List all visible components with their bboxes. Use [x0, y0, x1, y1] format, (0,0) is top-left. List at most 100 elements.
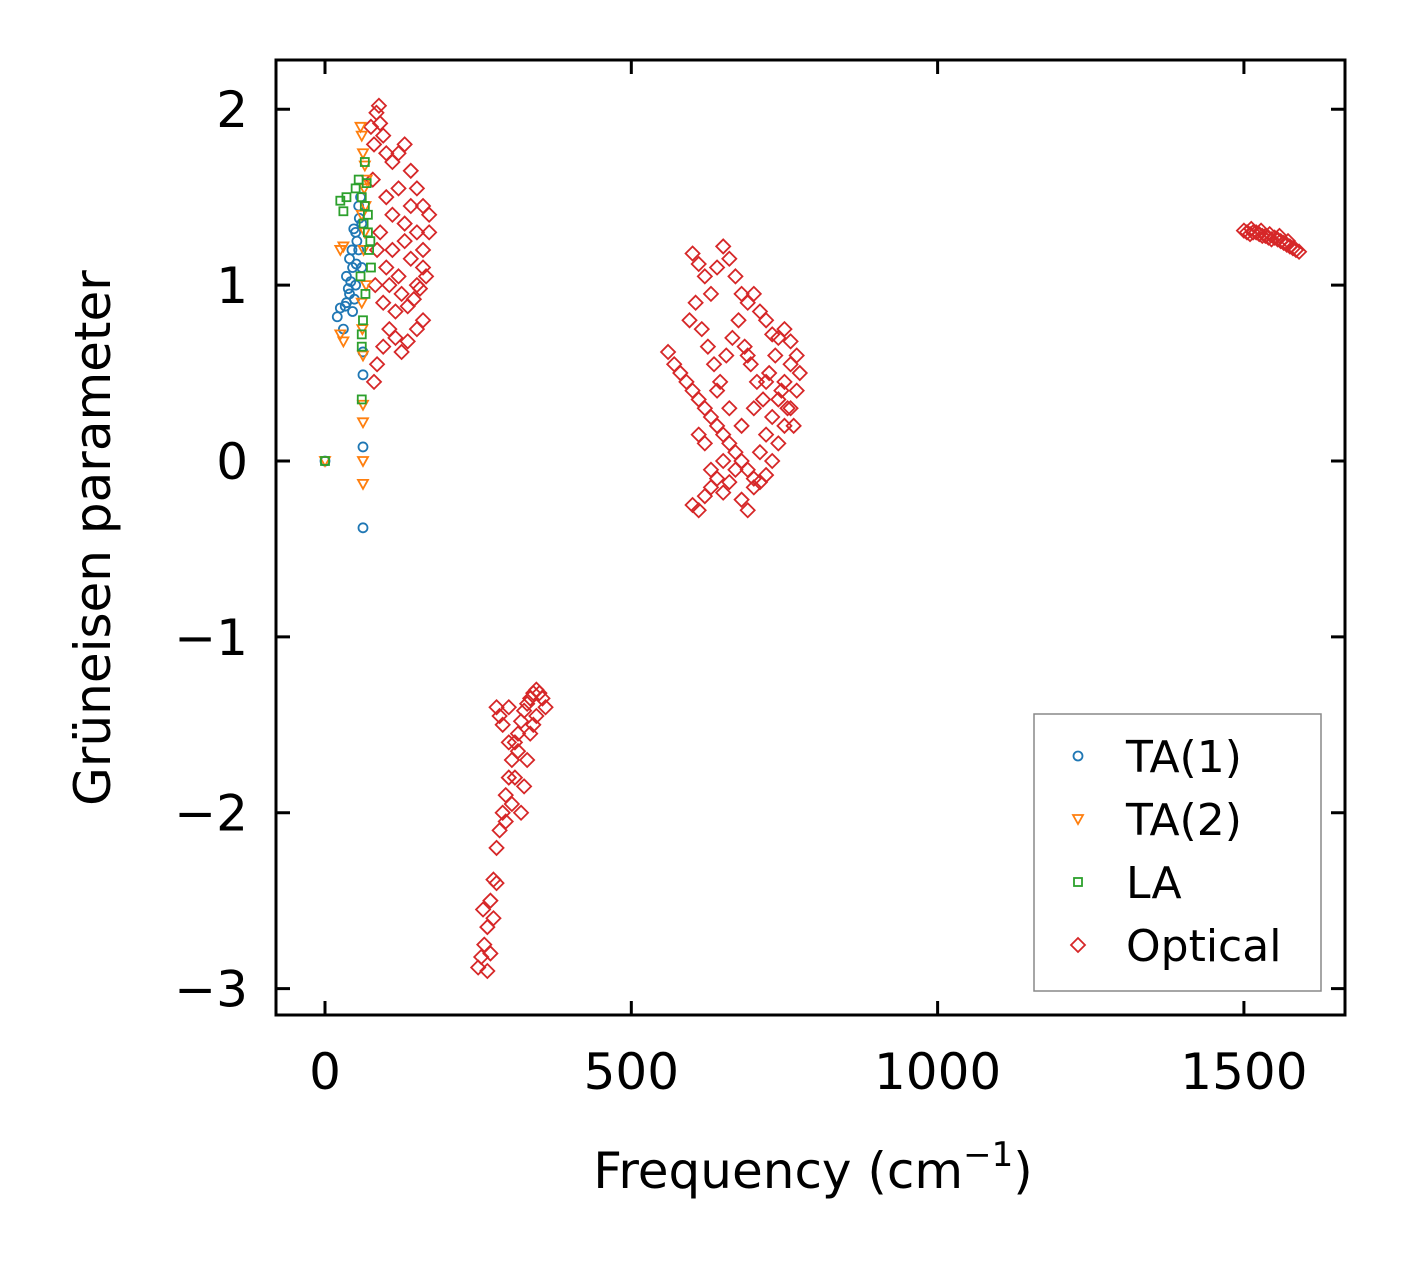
data-point: [370, 97, 388, 115]
data-point: [356, 478, 370, 491]
data-point: [350, 258, 362, 270]
data-point: [488, 874, 505, 892]
data-point: [696, 435, 714, 452]
data-point: [331, 311, 343, 323]
y-tick-label: 0: [216, 433, 248, 491]
data-point: [405, 290, 423, 308]
data-point: [366, 262, 376, 273]
legend-label: TA(2): [1125, 795, 1242, 846]
data-point: [763, 452, 781, 470]
data-point: [724, 329, 741, 347]
data-point: [757, 312, 775, 329]
data-point: [361, 178, 372, 189]
data-point: [374, 294, 392, 311]
data-point: [356, 417, 370, 430]
data-point: [515, 778, 533, 795]
data-point: [509, 725, 527, 742]
data-point: [356, 394, 367, 405]
data-point: [356, 341, 367, 352]
data-point: [714, 484, 732, 501]
data-point: [684, 245, 701, 262]
data-point: [355, 297, 369, 310]
data-point: [509, 742, 527, 760]
data-point: [381, 320, 398, 338]
y-tick-label: 2: [216, 81, 248, 139]
data-point: [757, 373, 775, 391]
data-point: [659, 343, 677, 361]
data-point: [721, 399, 738, 417]
data-point: [711, 373, 729, 391]
data-point: [503, 795, 521, 813]
data-point: [374, 338, 392, 355]
data-point: [721, 435, 738, 452]
data-point: [714, 426, 732, 443]
data-point: [745, 479, 763, 496]
data-point: [791, 364, 809, 382]
data-point: [727, 268, 744, 285]
x-tick-label: 500: [584, 1043, 679, 1101]
data-point: [696, 487, 714, 505]
data-point: [760, 364, 778, 382]
data-point: [377, 188, 395, 206]
plot-frame: [274, 58, 1347, 1017]
data-point: [779, 399, 796, 417]
data-point: [708, 470, 726, 487]
data-point: [754, 391, 772, 408]
x-axis-label-close: ): [1013, 1142, 1033, 1200]
legend-items: TA(1) TA(2) LA Optical: [1069, 732, 1281, 972]
data-point: [371, 115, 389, 132]
legend-frame: [1033, 713, 1322, 992]
data-point: [342, 283, 354, 295]
data-point: [763, 408, 781, 426]
data-point: [782, 399, 799, 417]
data-point: [336, 241, 350, 254]
series-optical: [362, 97, 1308, 980]
data-point: [356, 148, 370, 161]
data-point: [396, 215, 413, 232]
data-point: [757, 466, 775, 484]
data-point: [733, 417, 750, 435]
plot-area: [318, 97, 1308, 980]
y-axis-label: Grüneisen parameter: [64, 270, 122, 806]
legend-marker-optical: [1069, 936, 1087, 954]
data-point: [358, 315, 368, 326]
data-point: [414, 312, 432, 329]
data-point: [751, 443, 769, 461]
data-point: [684, 382, 701, 399]
data-point: [491, 707, 508, 725]
data-point: [408, 224, 426, 241]
data-point: [503, 751, 521, 769]
data-point: [396, 136, 413, 153]
data-point: [506, 769, 524, 786]
data-point: [345, 276, 357, 288]
x-tick-label: 0: [309, 1043, 341, 1101]
y-tick-label: −1: [174, 609, 248, 667]
data-point: [474, 901, 492, 918]
data-point: [414, 241, 432, 259]
data-point: [339, 300, 351, 312]
data-point: [402, 250, 420, 268]
data-point: [365, 136, 383, 153]
data-point: [1242, 220, 1260, 238]
data-point: [411, 280, 429, 297]
data-point: [476, 936, 493, 953]
data-point: [736, 338, 753, 355]
data-point: [751, 303, 769, 320]
data-point: [518, 695, 536, 712]
data-point: [377, 259, 395, 276]
data-point: [672, 364, 689, 382]
x-axis-label-exponent: −1: [963, 1135, 1013, 1175]
data-point: [739, 347, 756, 364]
data-point: [721, 473, 738, 491]
data-point: [381, 276, 398, 294]
y-tick-label: −3: [174, 961, 248, 1019]
data-point: [362, 118, 380, 136]
data-point: [402, 162, 420, 180]
data-point: [357, 522, 369, 534]
data-point: [357, 369, 369, 381]
data-point: [497, 813, 515, 830]
data-point: [351, 235, 363, 247]
data-point: [356, 399, 370, 412]
data-point: [393, 343, 410, 361]
